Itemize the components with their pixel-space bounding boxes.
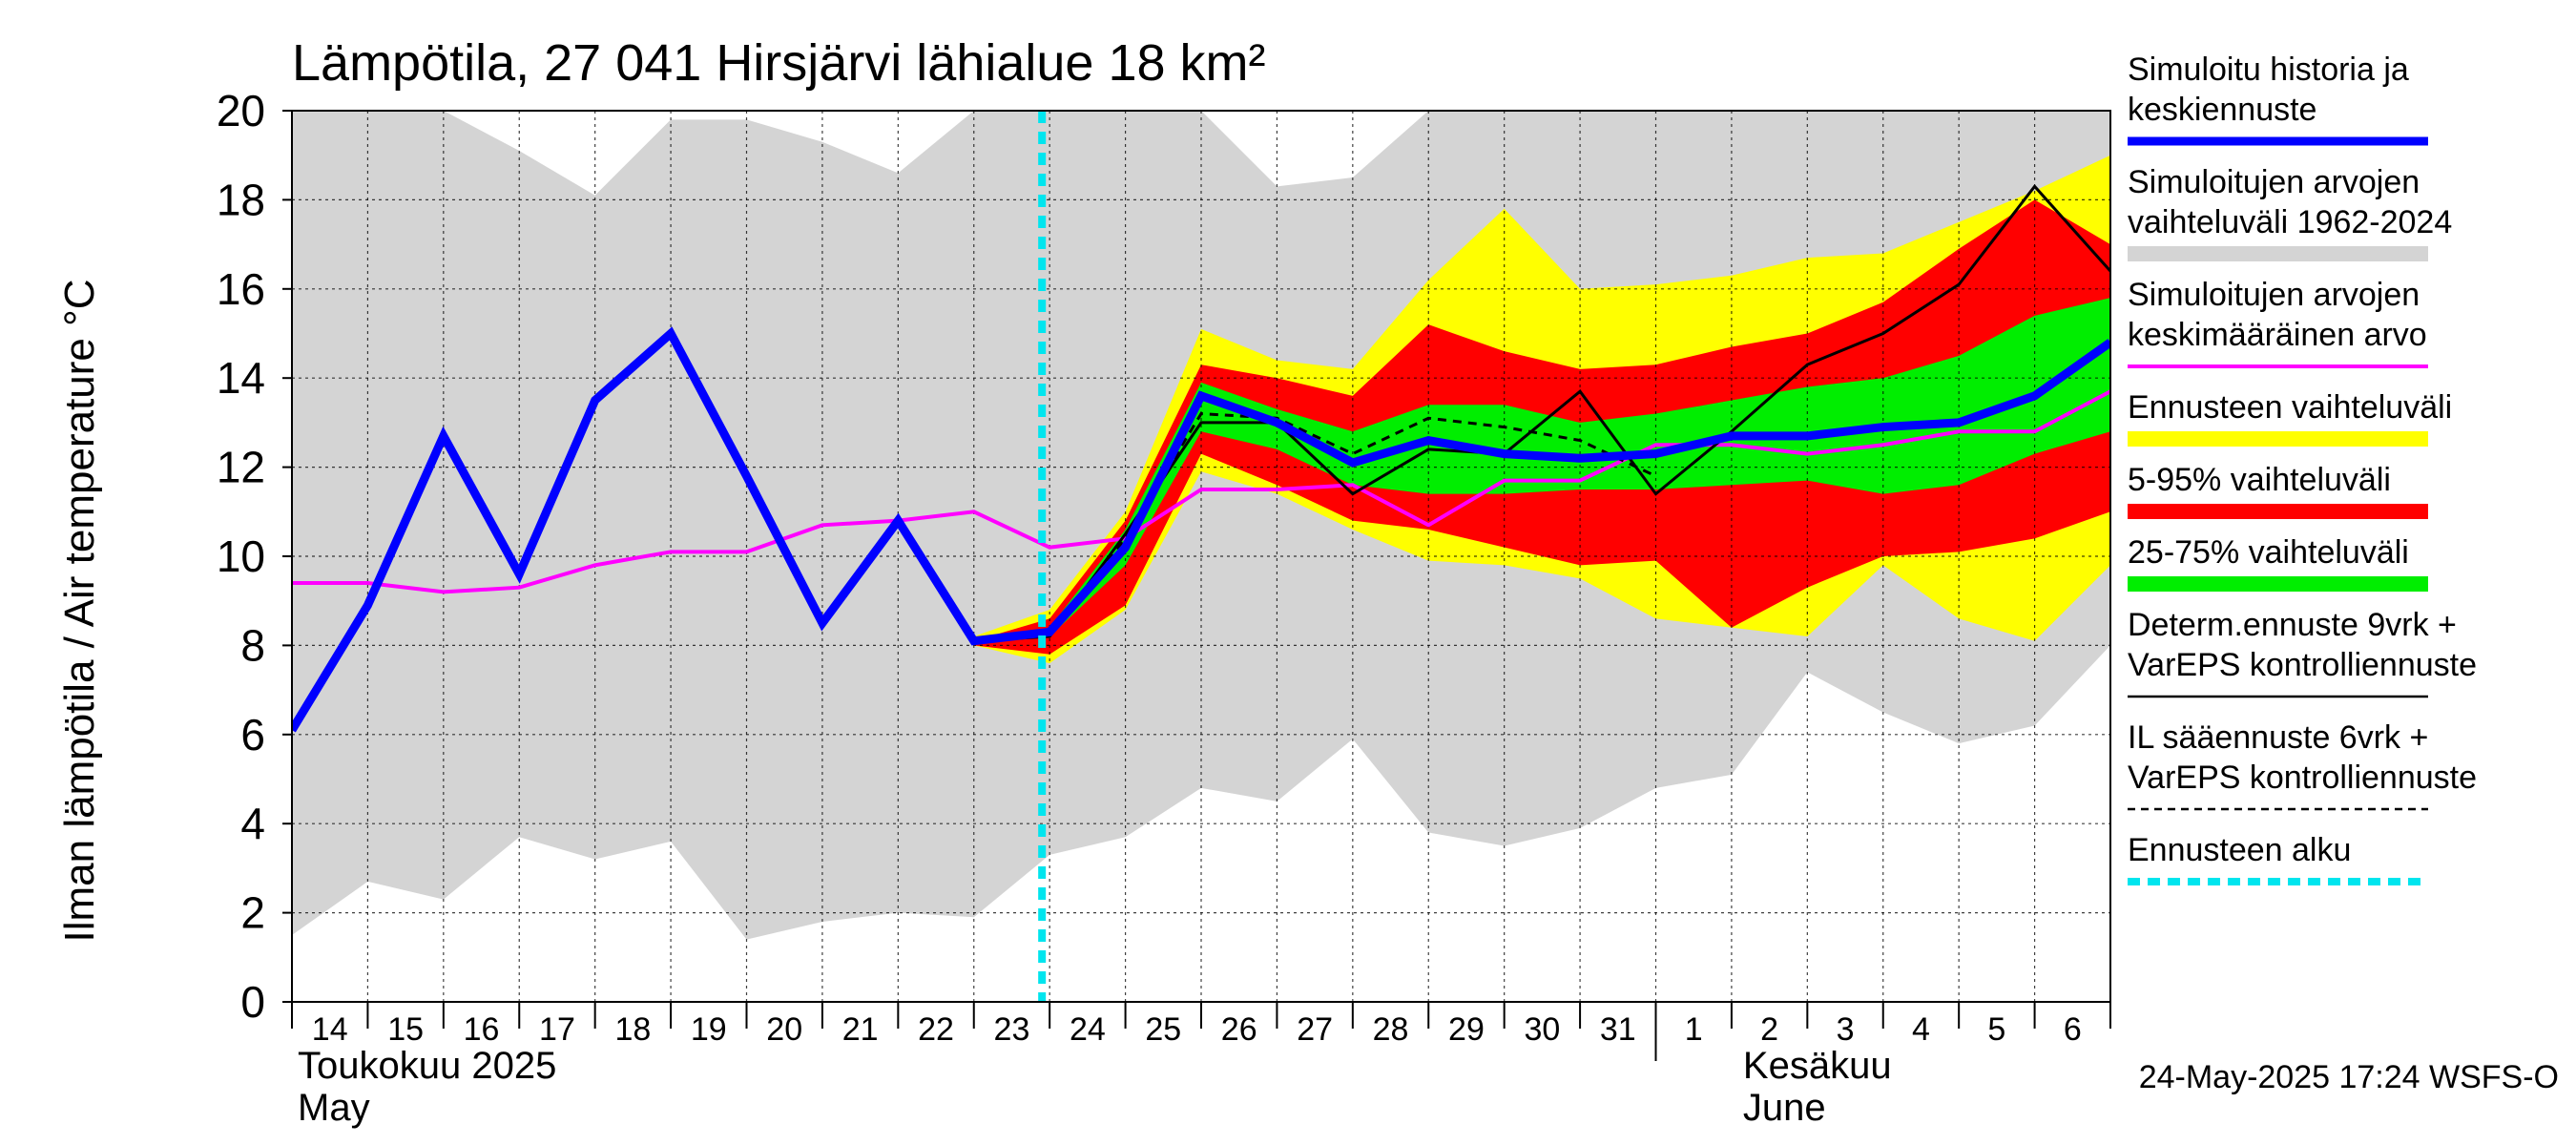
y-tick-label: 10 [217, 531, 265, 581]
x-tick-label: 19 [691, 1011, 727, 1048]
legend-label: keskimääräinen arvo [2128, 317, 2427, 353]
x-tick-label: 27 [1297, 1011, 1333, 1048]
legend-label: VarEPS kontrolliennuste [2128, 647, 2477, 683]
grid [292, 111, 2110, 1002]
legend: Simuloitu historia jakeskiennusteSimuloi… [2128, 52, 2477, 885]
legend-label: 25-75% vaihteluväli [2128, 534, 2409, 571]
x-tick-label: 18 [614, 1011, 651, 1048]
x-tick-label: 26 [1221, 1011, 1257, 1048]
il-forecast-line [973, 412, 1657, 643]
main-history-forecast-line [292, 326, 2110, 733]
legend-label: Determ.ennuste 9vrk + [2128, 607, 2457, 643]
month-label-en: June [1743, 1087, 1826, 1129]
legend-label: Simuloitu historia ja [2128, 52, 2409, 88]
plot-clipped-group [292, 111, 2110, 1002]
x-tick-label: 28 [1373, 1011, 1409, 1048]
y-tick-label: 4 [240, 799, 265, 848]
month-label-fi: Kesäkuu [1743, 1045, 1892, 1087]
x-tick-label: 30 [1524, 1011, 1560, 1048]
legend-item: Ennusteen vaihteluväli [2128, 389, 2452, 447]
y-tick-label: 12 [217, 443, 265, 492]
legend-item: 25-75% vaihteluväli [2128, 534, 2428, 592]
y-tick-label: 18 [217, 175, 265, 224]
month-label-fi: Toukokuu 2025 [298, 1045, 556, 1087]
band-25-75 [973, 298, 2110, 641]
legend-label: VarEPS kontrolliennuste [2128, 760, 2477, 796]
y-tick-label: 0 [240, 977, 265, 1027]
x-tick-label: 15 [387, 1011, 424, 1048]
legend-label: Simuloitujen arvojen [2128, 164, 2420, 200]
legend-item: IL sääennuste 6vrk + VarEPS kontrollienn… [2128, 719, 2477, 811]
y-tick-label: 20 [217, 86, 265, 135]
x-tick-label: 23 [994, 1011, 1030, 1048]
mean-line [292, 389, 2110, 594]
x-tick-label: 6 [2064, 1011, 2082, 1048]
x-tick-label: 29 [1448, 1011, 1485, 1048]
timestamp-footer: 24-May-2025 17:24 WSFS-O [2139, 1059, 2559, 1095]
x-tick-label: 2 [1760, 1011, 1778, 1048]
x-tick-label: 25 [1145, 1011, 1181, 1048]
chart-title: Lämpötila, 27 041 Hirsjärvi lähialue 18 … [292, 34, 1266, 92]
y-tick-label: 14 [217, 353, 265, 403]
x-tick-label: 20 [766, 1011, 802, 1048]
x-tick-label: 4 [1912, 1011, 1930, 1048]
y-tick-label: 2 [240, 888, 265, 938]
x-tick-label: 21 [842, 1011, 879, 1048]
x-tick-label: 1 [1685, 1011, 1703, 1048]
legend-label: 5-95% vaihteluväli [2128, 462, 2391, 498]
legend-label: Ennusteen alku [2128, 832, 2351, 868]
x-tick-label: 5 [1987, 1011, 2005, 1048]
legend-item: Determ.ennuste 9vrk + VarEPS kontrollienn… [2128, 607, 2477, 698]
plot-area [292, 111, 2110, 1002]
legend-label: Ennusteen vaihteluväli [2128, 389, 2452, 426]
legend-swatch [2128, 504, 2428, 519]
legend-item: 5-95% vaihteluväli [2128, 462, 2428, 519]
x-tick-label: 22 [918, 1011, 954, 1048]
x-tick-label: 16 [464, 1011, 500, 1048]
y-tick-label: 16 [217, 264, 265, 314]
x-tick-label: 3 [1837, 1011, 1855, 1048]
legend-swatch [2128, 576, 2428, 592]
x-tick-label: 31 [1600, 1011, 1636, 1048]
legend-label: Simuloitujen arvojen [2128, 277, 2420, 313]
legend-item: Simuloitujen arvojen keskimääräinen arvo [2128, 277, 2428, 368]
legend-label: vaihteluväli 1962-2024 [2128, 204, 2452, 240]
legend-item: Ennusteen alku [2128, 832, 2428, 885]
x-tick-label: 14 [312, 1011, 348, 1048]
y-axis-label: Ilman lämpötila / Air temperature °C [56, 280, 103, 943]
y-tick-label: 6 [240, 710, 265, 760]
legend-swatch [2128, 246, 2428, 261]
legend-swatch [2128, 431, 2428, 447]
y-tick-label: 8 [240, 620, 265, 670]
x-tick-label: 24 [1070, 1011, 1106, 1048]
legend-item: Simuloitu historia ja keskiennuste [2128, 52, 2428, 146]
legend-label: keskiennuste [2128, 92, 2316, 128]
legend-label: IL sääennuste 6vrk + [2128, 719, 2428, 756]
x-tick-label: 17 [539, 1011, 575, 1048]
month-label-en: May [298, 1087, 370, 1129]
legend-item: Simuloitujen arvojen vaihteluväli 1962-20… [2128, 164, 2452, 261]
